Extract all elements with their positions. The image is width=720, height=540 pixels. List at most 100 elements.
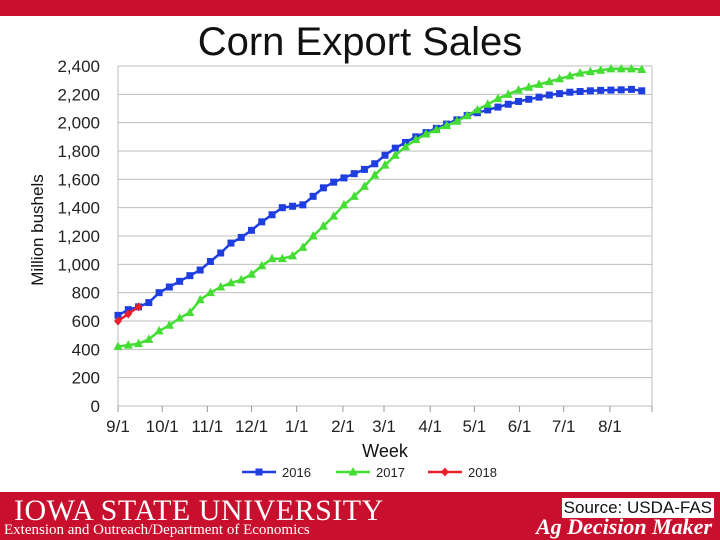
data-point-2017: [308, 231, 318, 240]
data-point-2017: [154, 325, 164, 335]
data-point-2018: [134, 302, 143, 312]
y-tick-label: 1,600: [57, 170, 100, 189]
data-point-2016: [289, 202, 297, 210]
data-point-2017: [380, 160, 390, 169]
x-tick-label: 3/1: [372, 417, 396, 436]
data-point-2017: [390, 150, 400, 159]
legend-label-2017: 2017: [376, 465, 405, 480]
data-point-2017: [318, 221, 328, 230]
data-point-2017: [431, 124, 441, 134]
data-point-2016: [268, 211, 276, 219]
data-point-2016: [114, 311, 122, 319]
data-point-2016: [391, 144, 399, 152]
data-point-2016: [278, 204, 286, 212]
series-line-2016: [117, 88, 642, 317]
data-point-2016: [309, 192, 317, 200]
legend-marker-2017: [348, 467, 358, 476]
data-point-2016: [217, 249, 225, 257]
data-point-2017: [298, 242, 308, 251]
y-tick-label: 1,000: [57, 255, 100, 274]
data-point-2017: [503, 89, 513, 98]
data-point-2017: [462, 110, 472, 120]
x-tick-label: 2/1: [331, 417, 355, 436]
y-tick-label: 200: [72, 369, 100, 388]
data-point-2017: [370, 170, 380, 179]
data-point-2017: [329, 211, 339, 220]
data-point-2017: [175, 313, 185, 322]
data-point-2017: [123, 340, 133, 349]
data-point-2016: [504, 100, 512, 108]
data-point-2017: [144, 334, 154, 343]
slide-title: Corn Export Sales: [197, 20, 523, 64]
data-point-2016: [617, 86, 625, 94]
data-point-2016: [155, 289, 163, 297]
legend-label-2018: 2018: [468, 465, 497, 480]
y-tick-label: 2,000: [57, 114, 100, 133]
data-point-2016: [515, 97, 522, 105]
data-point-2016: [576, 88, 584, 95]
legend-label-2016: 2016: [282, 465, 311, 480]
data-point-2016: [556, 90, 564, 98]
data-point-2016: [525, 95, 533, 103]
x-tick-label: 12/1: [235, 417, 268, 436]
data-point-2017: [195, 294, 205, 304]
data-point-2016: [330, 178, 338, 186]
data-point-2017: [205, 287, 215, 297]
y-axis-label: Million bushels: [28, 174, 47, 286]
data-point-2017: [339, 199, 349, 209]
legend-marker-2016: [255, 468, 263, 476]
data-point-2016: [165, 283, 173, 291]
data-point-2016: [196, 266, 204, 274]
data-point-2017: [113, 341, 123, 350]
y-tick-label: 1,200: [57, 227, 100, 246]
data-point-2017: [226, 277, 236, 287]
x-tick-label: 1/1: [285, 417, 309, 436]
y-tick-label: 2,400: [57, 57, 100, 76]
data-point-2016: [371, 160, 379, 168]
data-point-2017: [164, 320, 174, 329]
data-point-2016: [258, 218, 266, 226]
data-point-2017: [575, 68, 585, 77]
data-point-2016: [248, 226, 255, 234]
data-point-2017: [257, 260, 267, 270]
x-axis-label: Week: [362, 441, 409, 461]
data-point-2016: [545, 91, 553, 99]
x-tick-label: 4/1: [418, 417, 442, 436]
y-tick-label: 800: [72, 284, 100, 303]
x-tick-label: 10/1: [146, 417, 179, 436]
data-point-2017: [421, 129, 431, 138]
y-tick-label: 600: [72, 312, 100, 331]
data-point-2017: [555, 73, 565, 83]
data-point-2017: [637, 64, 647, 74]
x-tick-label: 7/1: [552, 417, 576, 436]
data-point-2018: [114, 316, 122, 326]
data-point-2016: [186, 272, 194, 280]
brand-logo: Ag Decision Maker: [536, 514, 712, 539]
x-tick-label: 9/1: [106, 417, 130, 436]
x-tick-label: 8/1: [598, 417, 622, 436]
data-point-2017: [442, 120, 452, 129]
data-point-2016: [227, 239, 235, 247]
data-point-2017: [534, 79, 544, 88]
data-point-2016: [381, 151, 389, 159]
data-point-2017: [277, 253, 287, 263]
data-point-2017: [185, 307, 195, 316]
data-point-2016: [586, 87, 594, 95]
data-point-2017: [411, 134, 421, 144]
y-tick-label: 400: [72, 340, 100, 359]
data-point-2016: [350, 170, 358, 178]
data-point-2017: [216, 282, 226, 291]
data-point-2016: [319, 184, 327, 192]
data-point-2017: [524, 82, 534, 91]
data-point-2017: [596, 65, 606, 74]
y-tick-label: 0: [91, 397, 100, 416]
data-point-2016: [566, 88, 574, 96]
data-point-2017: [544, 76, 554, 86]
data-point-2016: [206, 258, 214, 265]
data-point-2017: [626, 63, 636, 73]
data-point-2016: [340, 174, 348, 182]
data-point-2017: [472, 104, 482, 114]
department-label: Extension and Outreach/Department of Eco…: [4, 522, 310, 538]
data-point-2017: [585, 66, 595, 76]
top-accent-bar: [0, 0, 720, 16]
